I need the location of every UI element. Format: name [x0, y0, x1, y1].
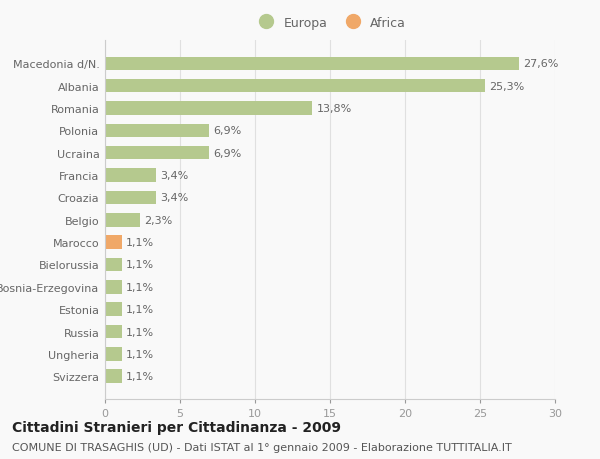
Text: 1,1%: 1,1% [126, 282, 154, 292]
Text: COMUNE DI TRASAGHIS (UD) - Dati ISTAT al 1° gennaio 2009 - Elaborazione TUTTITAL: COMUNE DI TRASAGHIS (UD) - Dati ISTAT al… [12, 442, 512, 452]
Text: 13,8%: 13,8% [317, 104, 352, 114]
Bar [105, 347, 121, 361]
Bar [105, 102, 312, 116]
Text: Cittadini Stranieri per Cittadinanza - 2009: Cittadini Stranieri per Cittadinanza - 2… [12, 420, 341, 434]
Bar [105, 191, 156, 205]
Text: 1,1%: 1,1% [126, 327, 154, 337]
Bar [105, 57, 519, 71]
Text: 27,6%: 27,6% [523, 59, 559, 69]
Bar [105, 258, 121, 272]
Bar [105, 325, 121, 338]
Bar [105, 80, 485, 93]
Bar [105, 213, 139, 227]
Text: 1,1%: 1,1% [126, 304, 154, 314]
Text: 2,3%: 2,3% [144, 215, 172, 225]
Bar [105, 147, 209, 160]
Text: 3,4%: 3,4% [161, 193, 189, 203]
Bar [105, 124, 209, 138]
Bar [105, 369, 121, 383]
Bar [105, 303, 121, 316]
Bar [105, 169, 156, 182]
Legend: Europa, Africa: Europa, Africa [249, 12, 411, 35]
Text: 6,9%: 6,9% [213, 148, 241, 158]
Bar [105, 236, 121, 249]
Text: 3,4%: 3,4% [161, 171, 189, 181]
Text: 1,1%: 1,1% [126, 349, 154, 359]
Text: 1,1%: 1,1% [126, 238, 154, 247]
Text: 1,1%: 1,1% [126, 371, 154, 381]
Text: 25,3%: 25,3% [489, 82, 524, 91]
Bar [105, 280, 121, 294]
Text: 1,1%: 1,1% [126, 260, 154, 270]
Text: 6,9%: 6,9% [213, 126, 241, 136]
